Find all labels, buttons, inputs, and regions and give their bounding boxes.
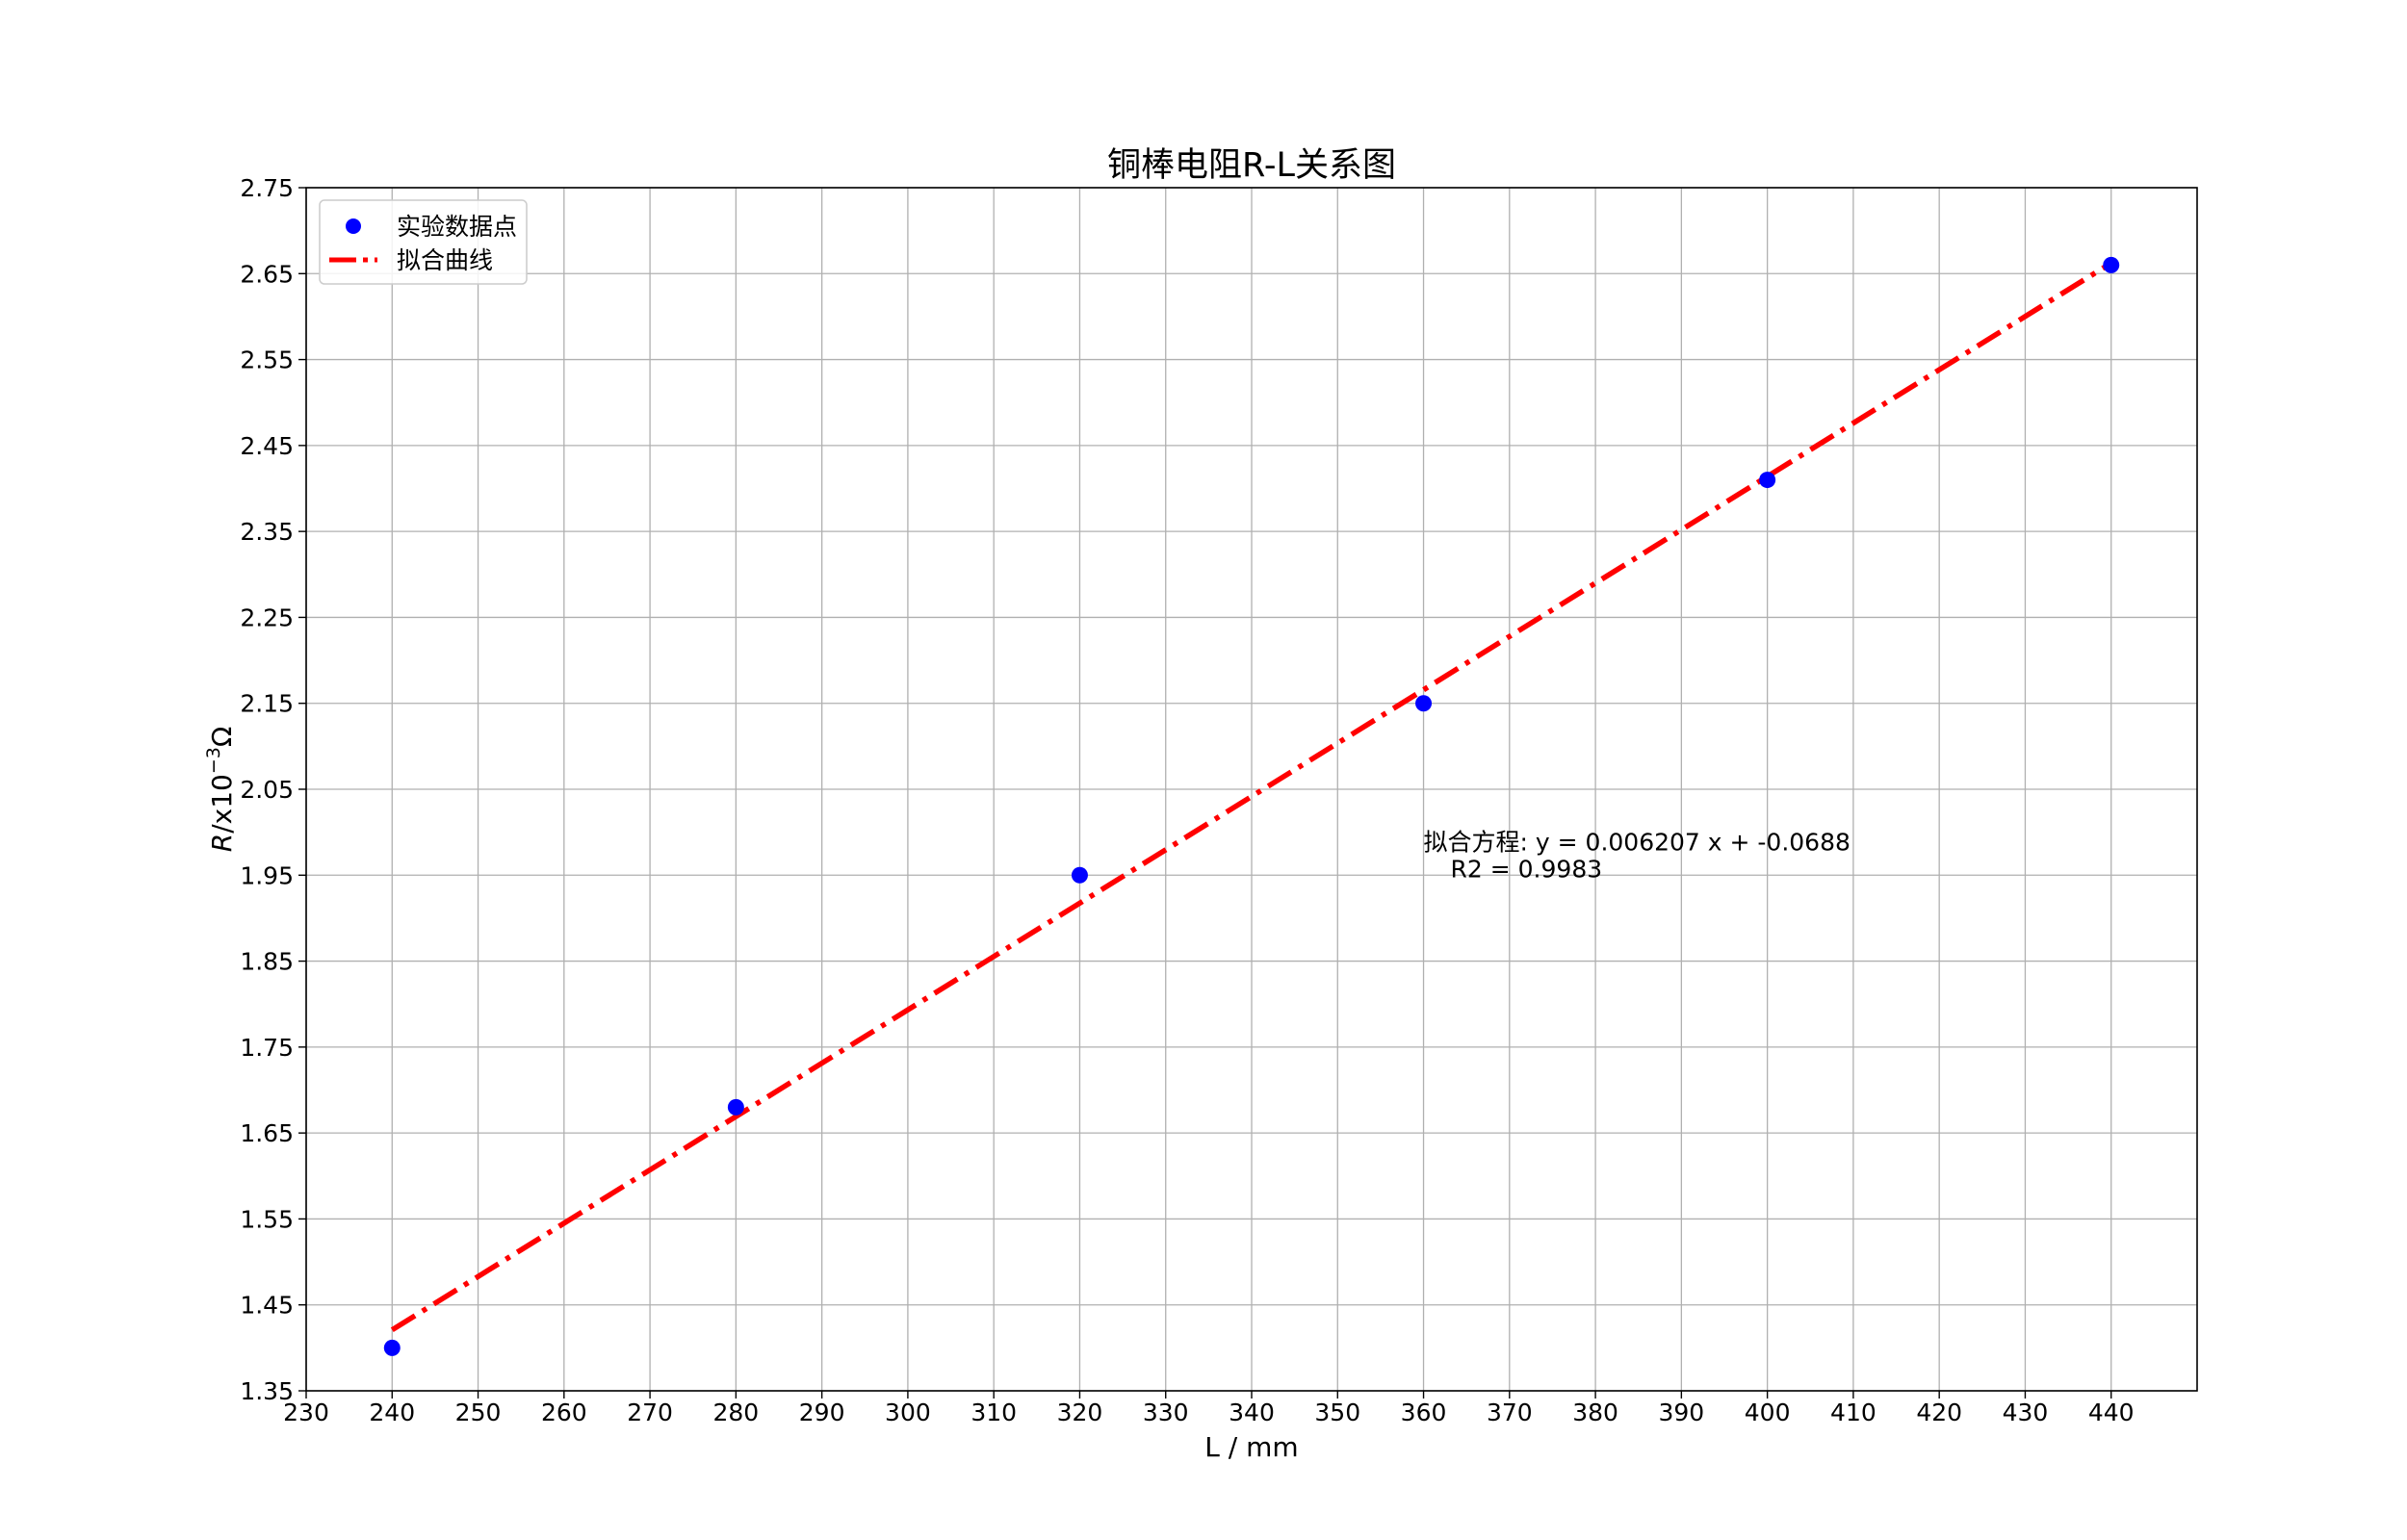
y-axis-label-var: R [206,834,238,852]
x-tick-label: 440 [2088,1399,2135,1426]
y-tick-label: 1.85 [240,948,294,976]
x-tick-label: 390 [1659,1399,1705,1426]
y-tick-label: 2.15 [240,690,294,718]
legend-label-fit-line: 拟合曲线 [397,246,493,274]
y-tick-label: 1.55 [240,1205,294,1233]
x-tick-label: 230 [283,1399,329,1426]
x-tick-label: 430 [2003,1399,2049,1426]
x-tick-label: 240 [369,1399,415,1426]
axis-ticks: 230 240 250 260 270 280 290 300 310 320 330 340 350 3… [240,174,2134,1426]
y-axis-label-unit: Ω [206,727,238,747]
y-tick-label: 1.75 [240,1034,294,1062]
x-tick-label: 270 [627,1399,673,1426]
y-tick-label: 1.35 [240,1377,294,1405]
x-tick-label: 310 [971,1399,1017,1426]
x-tick-label: 280 [713,1399,760,1426]
x-tick-label: 290 [799,1399,845,1426]
y-tick-label: 2.45 [240,432,294,460]
x-tick-label: 300 [885,1399,931,1426]
y-tick-label: 2.75 [240,174,294,202]
legend-label-scatter: 实验数据点 [397,213,517,241]
chart-title: 铜棒电阻R-L关系图 [1107,146,1396,185]
y-tick-label: 2.55 [240,346,294,374]
data-point [1071,866,1088,884]
x-tick-label: 380 [1572,1399,1618,1426]
fit-line [390,260,2113,1333]
grid [305,187,2197,1392]
x-tick-label: 360 [1401,1399,1447,1426]
y-axis-label-scale: /x10 [206,774,238,834]
x-tick-label: 260 [541,1399,587,1426]
series-layer [383,256,2120,1356]
y-tick-label: 2.65 [240,260,294,288]
x-tick-label: 330 [1143,1399,1189,1426]
legend-marker-scatter [346,218,361,234]
y-tick-label: 1.65 [240,1119,294,1147]
x-tick-label: 410 [1830,1399,1876,1426]
data-point [1415,695,1433,712]
data-point [383,1339,401,1356]
y-tick-label: 1.95 [240,861,294,889]
x-tick-label: 400 [1745,1399,1791,1426]
y-tick-label: 1.45 [240,1292,294,1320]
legend-box [319,199,528,285]
x-tick-label: 320 [1057,1399,1103,1426]
legend: 实验数据点 拟合曲线 [319,199,528,285]
x-tick-label: 370 [1487,1399,1533,1426]
y-tick-label: 2.05 [240,776,294,804]
x-tick-label: 420 [1916,1399,1962,1426]
x-tick-label: 350 [1314,1399,1360,1426]
fit-annotation: 拟合方程: y = 0.006207 x + -0.0688 R2 = 0.99… [1424,828,1851,883]
y-tick-label: 2.35 [240,518,294,546]
data-point [1759,472,1776,489]
data-point [727,1098,744,1116]
data-point [2103,256,2120,273]
fit-r2-text: R2 = 0.9983 [1451,855,1603,883]
x-tick-label: 250 [455,1399,502,1426]
y-axis-label: R/x10−3Ω [203,727,238,853]
y-tick-label: 2.25 [240,603,294,631]
y-axis-label-exponent: −3 [203,747,224,774]
x-axis-label: L / mm [1204,1431,1298,1463]
x-tick-label: 340 [1229,1399,1275,1426]
fit-equation-text: 拟合方程: y = 0.006207 x + -0.0688 [1424,828,1851,856]
